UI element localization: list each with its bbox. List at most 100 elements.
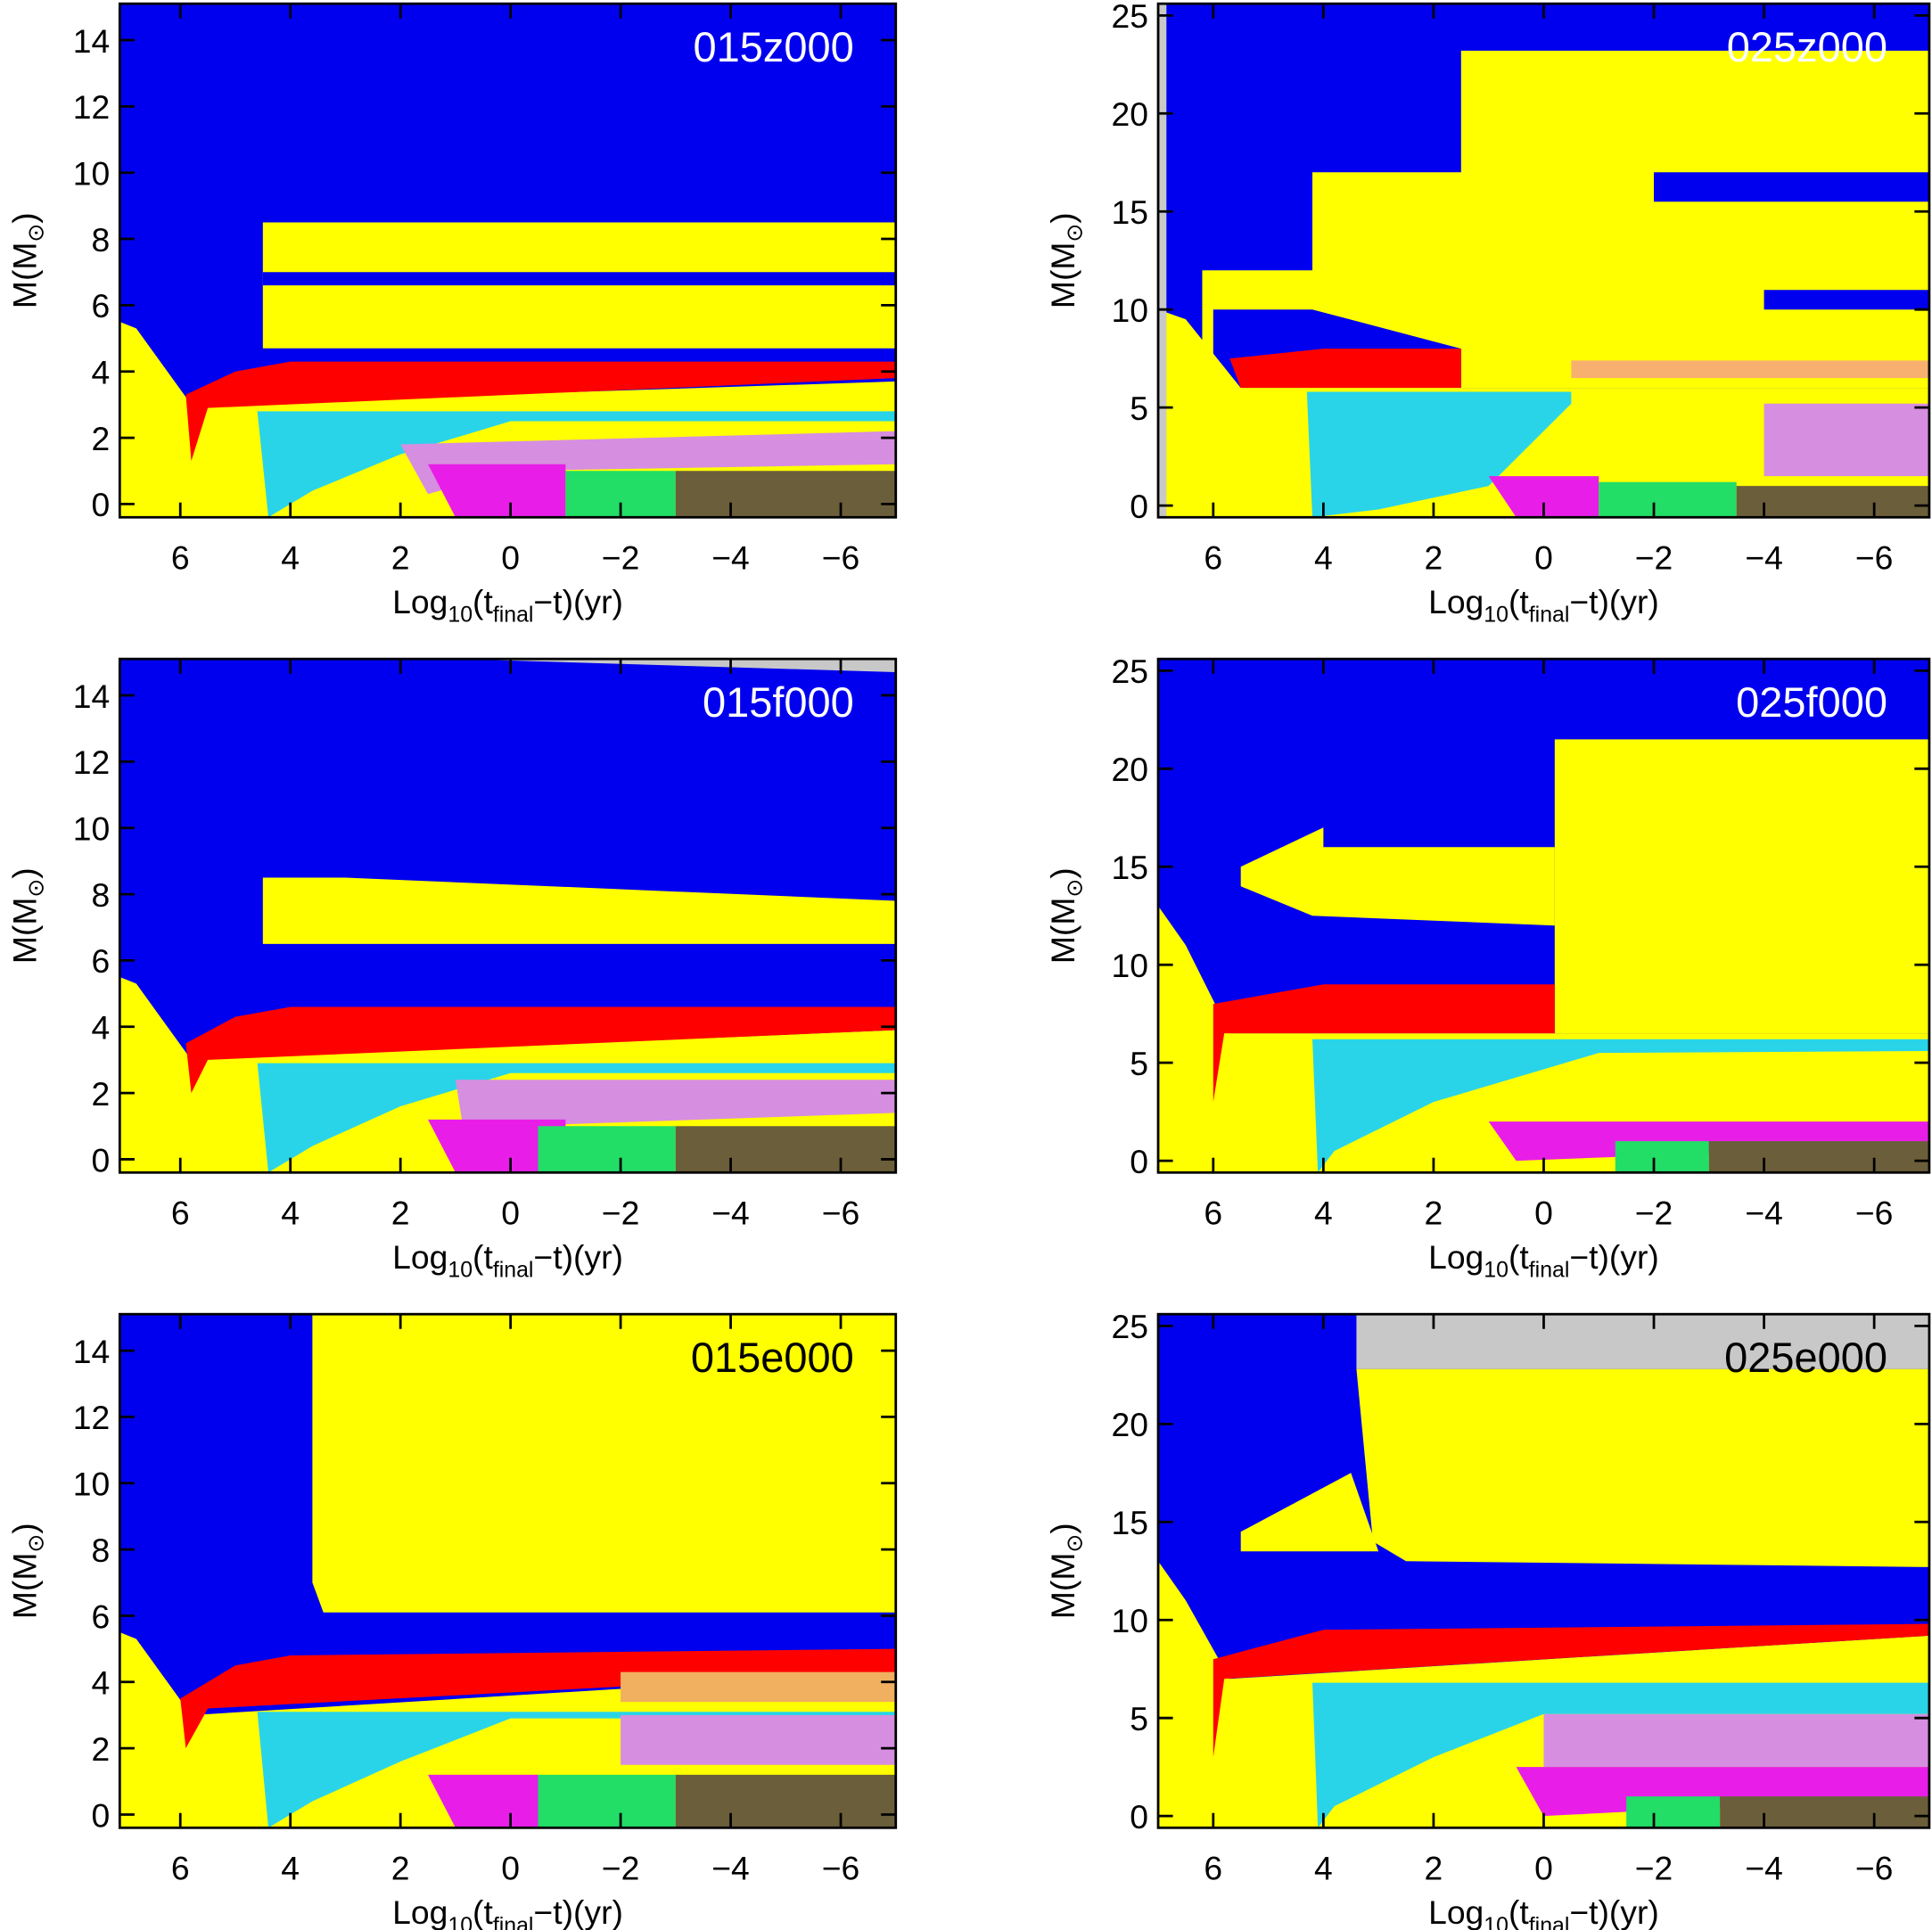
region — [675, 1126, 896, 1173]
x-tick-label: −4 — [1745, 1849, 1783, 1886]
region — [1599, 481, 1737, 518]
region — [1615, 1141, 1709, 1173]
y-tick-label: 0 — [1130, 1798, 1148, 1836]
y-tick-label: 10 — [1111, 292, 1148, 329]
y-axis-label: M(M⊙) — [5, 867, 48, 964]
x-tick-label: 4 — [1314, 1194, 1333, 1231]
x-tick-label: 4 — [281, 1194, 300, 1231]
region — [1543, 1713, 1929, 1768]
y-tick-label: 10 — [1111, 1602, 1148, 1639]
x-axis-label: Log10(tfinal−t)(yr) — [392, 1893, 623, 1930]
x-axis-label-part: Log — [1428, 1238, 1484, 1276]
x-tick-label: 4 — [1314, 538, 1333, 576]
x-axis-label-part: −t)(yr) — [533, 1238, 622, 1276]
x-axis-label-part: final — [1529, 1258, 1570, 1283]
region — [428, 1119, 566, 1173]
y-axis-label: M(M⊙) — [5, 212, 48, 308]
x-axis-label-part: 10 — [448, 603, 473, 628]
y-tick-label: 0 — [92, 1141, 111, 1179]
x-tick-label: 6 — [171, 1849, 190, 1886]
region — [538, 1126, 676, 1173]
x-axis-label-part: Log — [392, 1238, 448, 1276]
region — [257, 411, 896, 518]
x-tick-label: 0 — [1534, 538, 1553, 576]
x-axis-label-part: 10 — [1484, 603, 1509, 628]
y-tick-label: 10 — [73, 810, 111, 848]
x-axis-label-part: (t — [473, 1893, 493, 1930]
regions — [1158, 1314, 1929, 1828]
y-axis-label-part: ⊙ — [1062, 1534, 1087, 1553]
x-axis-label-part: final — [493, 1258, 534, 1283]
y-axis-label: M(M⊙) — [5, 1523, 48, 1619]
panel-title: 015z000 — [694, 23, 854, 70]
region — [1554, 739, 1929, 1034]
y-axis-label-part: ) — [1044, 212, 1081, 223]
x-axis-label-part: (t — [1509, 1238, 1529, 1276]
x-axis-label: Log10(tfinal−t)(yr) — [1428, 1893, 1659, 1930]
y-axis-label-part: ⊙ — [24, 879, 49, 898]
x-tick-label: 6 — [171, 538, 190, 576]
y-tick-label: 14 — [73, 22, 111, 60]
region — [1720, 1796, 1929, 1828]
y-tick-label: 20 — [1111, 95, 1148, 133]
x-axis-label-part: Log — [1428, 1893, 1484, 1930]
region — [1312, 1682, 1929, 1828]
region — [621, 1671, 896, 1703]
panel-title: 015f000 — [703, 678, 854, 726]
x-axis-label-part: −t)(yr) — [1569, 1238, 1658, 1276]
region — [1240, 827, 1555, 926]
y-axis-label-part: ⊙ — [1062, 879, 1087, 898]
y-tick-label: 15 — [1111, 1504, 1148, 1541]
x-tick-label: 4 — [281, 1849, 300, 1886]
region — [1158, 4, 1167, 518]
region — [1306, 391, 1572, 518]
region — [312, 1314, 896, 1613]
y-tick-label: 4 — [92, 1009, 111, 1047]
x-axis-label-part: 10 — [1484, 1258, 1509, 1283]
y-axis-label-part: ) — [1044, 867, 1081, 878]
x-tick-label: 6 — [1204, 1849, 1222, 1886]
x-tick-label: −4 — [711, 538, 750, 576]
y-tick-label: 0 — [1130, 488, 1148, 525]
y-tick-label: 6 — [92, 287, 111, 324]
y-axis-label: M(M⊙) — [1044, 212, 1087, 308]
panel-title: 025e000 — [1724, 1334, 1887, 1381]
region — [1356, 1368, 1929, 1567]
y-axis-label-part: ⊙ — [1062, 224, 1087, 242]
regions — [1158, 659, 1929, 1173]
x-axis-label-part: (t — [1509, 1893, 1529, 1930]
region — [675, 471, 896, 518]
x-tick-label: 6 — [171, 1194, 190, 1231]
x-tick-label: 2 — [391, 1849, 410, 1886]
region — [1763, 403, 1929, 477]
x-tick-label: 6 — [1204, 1194, 1222, 1231]
x-axis-label-part: (t — [473, 583, 493, 620]
y-tick-label: 25 — [1111, 0, 1148, 35]
y-tick-label: 5 — [1130, 1045, 1148, 1082]
x-tick-label: −4 — [1745, 1194, 1783, 1231]
x-axis-label-part: −t)(yr) — [533, 1893, 622, 1930]
y-tick-label: 14 — [73, 678, 111, 715]
x-tick-label: 2 — [1425, 1194, 1443, 1231]
y-axis-label-part: M(M — [1044, 1553, 1081, 1620]
y-tick-label: 2 — [92, 1730, 111, 1768]
regions — [1158, 4, 1929, 518]
x-tick-label: −6 — [1855, 1194, 1894, 1231]
y-tick-label: 10 — [73, 1466, 111, 1503]
x-tick-label: 2 — [1425, 538, 1443, 576]
x-axis-label: Log10(tfinal−t)(yr) — [392, 583, 623, 628]
x-tick-label: 2 — [391, 1194, 410, 1231]
region — [257, 1063, 896, 1173]
y-tick-label: 4 — [92, 1664, 111, 1702]
x-tick-label: −6 — [822, 1849, 860, 1886]
region — [1571, 360, 1929, 379]
x-tick-label: 0 — [501, 1849, 520, 1886]
y-tick-label: 14 — [73, 1333, 111, 1370]
y-tick-label: 5 — [1130, 390, 1148, 427]
region — [262, 877, 896, 944]
y-axis-label-part: M(M — [5, 242, 43, 309]
y-tick-label: 12 — [73, 1399, 111, 1436]
region — [621, 1714, 896, 1765]
